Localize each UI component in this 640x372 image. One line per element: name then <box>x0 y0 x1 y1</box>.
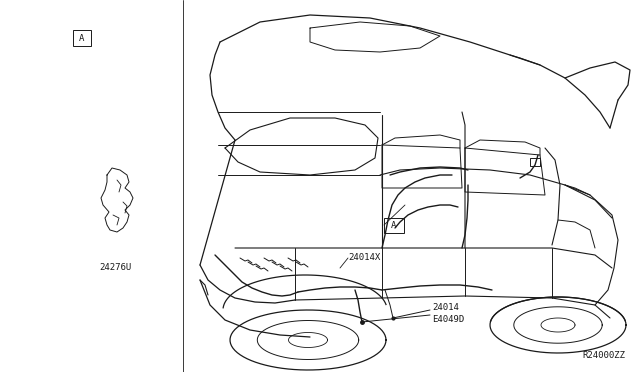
Text: A: A <box>391 221 397 230</box>
Text: A: A <box>79 33 84 42</box>
Text: 24276U: 24276U <box>99 263 131 273</box>
Bar <box>73 30 91 46</box>
Text: 24014: 24014 <box>432 304 459 312</box>
Text: R24000ZZ: R24000ZZ <box>582 351 625 360</box>
Bar <box>530 158 540 166</box>
Text: E4049D: E4049D <box>432 315 464 324</box>
Text: 24014X: 24014X <box>348 253 380 263</box>
Bar <box>384 218 404 233</box>
